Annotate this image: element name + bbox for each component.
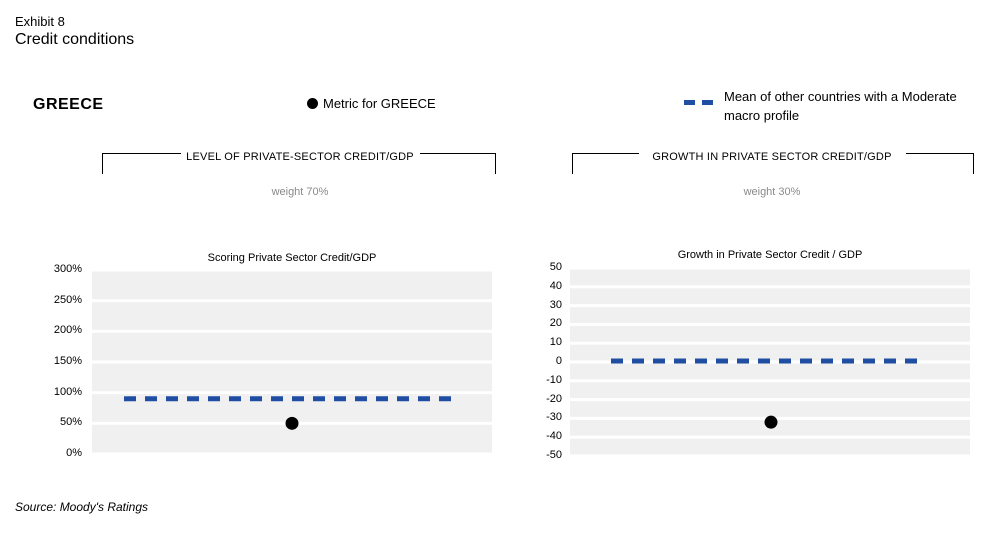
y-tick-label: 10 [549, 336, 562, 349]
chart-2-title: Growth in Private Sector Credit / GDP [677, 249, 863, 261]
grid-band [92, 363, 492, 392]
y-tick-label: -40 [546, 430, 562, 443]
metric-point [285, 416, 299, 430]
grid-band [570, 382, 970, 399]
metric-point [764, 415, 778, 429]
y-tick-label: 0% [66, 447, 82, 459]
section-1-heading: LEVEL OF PRIVATE-SECTOR CREDIT/GDP [186, 151, 414, 163]
y-tick-label: -10 [546, 373, 562, 386]
grid-band [570, 344, 970, 361]
section-2-weight: weight 30% [743, 186, 801, 198]
legend-dot-label: Metric for GREECE [323, 96, 436, 111]
grid-band [92, 332, 492, 361]
section-1-bracket-right [420, 153, 496, 174]
chart-1-title: Scoring Private Sector Credit/GDP [207, 252, 377, 264]
legend-dash-marker [684, 100, 714, 105]
exhibit-label: Exhibit 8 [15, 14, 65, 29]
y-tick-label: 20 [549, 317, 562, 330]
y-tick-label: 300% [53, 263, 82, 275]
page-title: Credit conditions [15, 31, 135, 48]
y-tick-label: 100% [53, 385, 82, 398]
country-name: GREECE [33, 96, 104, 113]
y-tick-label: -50 [546, 449, 562, 461]
source-note: Source: Moody's Ratings [15, 500, 149, 514]
y-tick-label: 50 [549, 261, 562, 273]
y-tick-label: 200% [53, 324, 82, 337]
grid-band [92, 302, 492, 330]
grid-band [570, 288, 970, 305]
grid-band [570, 307, 970, 323]
section-1-weight: weight 70% [271, 186, 329, 198]
grid-band [570, 325, 970, 342]
grid-band [570, 363, 970, 380]
y-tick-label: 0 [555, 355, 562, 367]
y-tick-label: -20 [546, 392, 562, 405]
section-2-bracket-right [906, 153, 974, 174]
grid-band [570, 401, 970, 417]
section-1-bracket-left [102, 153, 181, 174]
grid-band [570, 438, 970, 455]
y-tick-label: -30 [546, 411, 562, 424]
legend-dot-marker [307, 98, 318, 109]
y-tick-label: 150% [53, 355, 82, 367]
y-tick-label: 40 [549, 279, 562, 292]
legend-dash-label: Mean of other countries with a Moderate … [724, 89, 957, 123]
grid-band [92, 271, 492, 300]
grid-band [570, 269, 970, 286]
section-2-bracket-left [572, 153, 639, 174]
y-tick-label: 250% [53, 293, 82, 306]
y-tick-label: 30 [549, 298, 562, 311]
section-2-heading: GROWTH IN PRIVATE SECTOR CREDIT/GDP [652, 151, 892, 163]
y-tick-label: 50% [59, 416, 82, 429]
